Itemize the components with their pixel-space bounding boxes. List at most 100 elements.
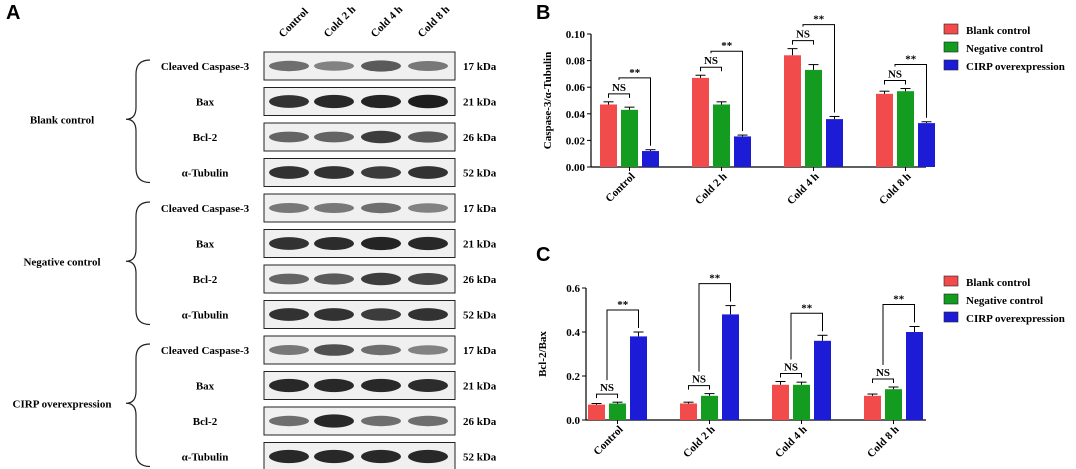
sig-label: **	[629, 67, 641, 79]
ns-bracket	[700, 66, 722, 72]
legend-label: CIRP overexpression	[966, 61, 1065, 73]
legend-swatch	[943, 293, 959, 305]
x-tick-label: Cold 4 h	[773, 424, 810, 461]
protein-label: Bcl-2	[193, 274, 218, 286]
sig-label: **	[709, 273, 721, 285]
ns-bracket	[688, 385, 710, 390]
blot-band	[314, 61, 354, 71]
y-tick-label: 0.4	[566, 327, 580, 339]
legend-swatch	[943, 275, 959, 287]
legend-label: Blank control	[966, 277, 1030, 289]
kda-label: 52 kDa	[463, 168, 497, 180]
bar	[864, 395, 881, 420]
bar	[701, 395, 718, 420]
lane-label: Cold 8 h	[416, 4, 453, 41]
legend-label: CIRP overexpression	[966, 313, 1065, 325]
blot-band	[361, 272, 401, 286]
blot-band	[361, 378, 401, 393]
y-axis-label: Bcl-2/Bax	[537, 331, 549, 377]
bar	[609, 403, 626, 420]
blot-band	[361, 202, 401, 214]
blot-band	[408, 236, 448, 251]
legend-swatch	[943, 23, 959, 35]
bar	[734, 136, 751, 167]
blot-band	[314, 166, 354, 179]
sig-bracket	[618, 77, 651, 146]
x-tick-label: Cold 8 h	[877, 171, 914, 208]
blot-band	[408, 415, 448, 427]
y-tick-label: 0.2	[566, 371, 580, 383]
blot-band	[408, 61, 448, 71]
y-tick-label: 0.00	[566, 162, 586, 174]
x-tick-label: Control	[591, 424, 625, 458]
sig-bracket	[802, 24, 835, 113]
kda-label: 52 kDa	[463, 310, 497, 322]
sig-bracket	[606, 309, 639, 381]
x-tick-label: Cold 2 h	[681, 424, 718, 461]
ns-label: NS	[692, 374, 706, 386]
protein-label: Bcl-2	[193, 416, 218, 428]
group-label: Negative control	[23, 256, 100, 268]
bar	[692, 77, 709, 167]
group-brace	[125, 201, 151, 326]
lane-label: Control	[277, 6, 311, 40]
blot-band	[314, 308, 354, 321]
blot-band	[269, 60, 309, 72]
bar	[642, 151, 659, 167]
y-tick-label: 0.04	[566, 109, 586, 121]
blot-band	[269, 273, 309, 285]
kda-label: 26 kDa	[463, 416, 497, 428]
sig-bracket	[710, 50, 743, 132]
protein-label: Bax	[196, 381, 215, 393]
blot-band	[361, 344, 401, 356]
bar	[772, 384, 789, 420]
group-brace	[125, 59, 151, 184]
blot-band	[408, 203, 448, 213]
blot-band	[314, 344, 354, 356]
blot-band	[408, 94, 448, 109]
x-tick-label: Cold 4 h	[785, 171, 822, 208]
blot-band	[361, 308, 401, 321]
ns-label: NS	[876, 367, 890, 379]
protein-label: Cleaved Caspase-3	[161, 203, 250, 215]
sig-label: **	[721, 40, 733, 52]
blot-band	[269, 203, 309, 213]
blot-band	[361, 236, 401, 251]
kda-label: 17 kDa	[463, 61, 497, 73]
ns-label: NS	[704, 55, 718, 67]
y-tick-label: 0.10	[566, 29, 586, 41]
x-tick-label: Cold 8 h	[865, 424, 902, 461]
protein-label: Cleaved Caspase-3	[161, 345, 250, 357]
bar	[630, 336, 647, 420]
kda-label: 17 kDa	[463, 345, 497, 357]
ns-label: NS	[612, 82, 626, 94]
protein-label: Cleaved Caspase-3	[161, 61, 250, 73]
protein-label: Bax	[196, 239, 215, 251]
ns-bracket	[792, 40, 814, 45]
sig-bracket	[698, 283, 731, 372]
group-brace	[125, 343, 151, 468]
bar	[876, 93, 893, 167]
western-blot-panel: Control Cold 2 h Cold 4 h Cold 8 h Cleaved C…	[13, 4, 497, 469]
blot-band	[314, 236, 354, 251]
protein-label: Bcl-2	[193, 132, 218, 144]
sig-bracket	[882, 304, 915, 365]
sig-label: **	[905, 54, 917, 66]
group-label: Blank control	[30, 114, 94, 126]
legend-swatch	[943, 59, 959, 71]
blot-band	[269, 237, 309, 250]
blot-band	[408, 345, 448, 355]
kda-label: 21 kDa	[463, 239, 497, 251]
blot-band	[269, 378, 309, 393]
x-tick-label: Control	[603, 171, 637, 205]
legend-label: Blank control	[966, 25, 1030, 37]
blot-band	[269, 95, 309, 108]
sig-bracket	[894, 64, 927, 118]
bar	[784, 55, 801, 167]
legend-swatch	[943, 311, 959, 323]
legend-label: Negative control	[966, 295, 1043, 307]
bar	[897, 91, 914, 167]
y-tick-label: 0.0	[566, 415, 580, 427]
ns-label: NS	[888, 69, 902, 81]
kda-label: 26 kDa	[463, 274, 497, 286]
